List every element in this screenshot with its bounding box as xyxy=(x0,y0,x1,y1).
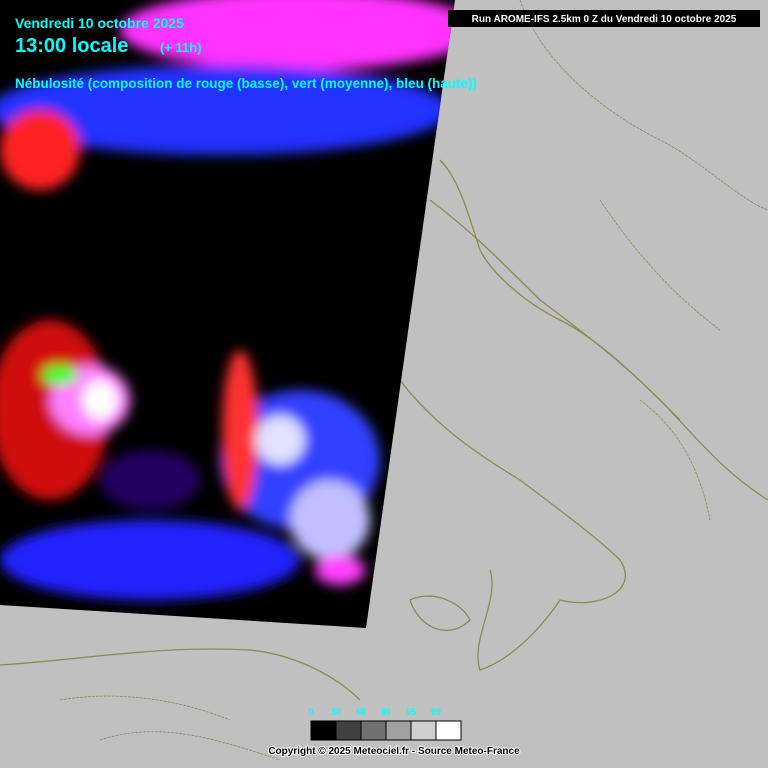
copyright: Copyright © 2025 Meteociel.fr - Source M… xyxy=(268,746,520,757)
date: Vendredi 10 octobre 2025 xyxy=(15,15,184,31)
legend-label: 95 xyxy=(406,707,416,717)
description: Nébulosité (composition de rouge (basse)… xyxy=(15,76,477,91)
cloud-field xyxy=(0,0,455,600)
legend-label: 90 xyxy=(381,707,391,717)
swatch xyxy=(410,720,437,741)
swatch xyxy=(435,720,462,741)
swatch xyxy=(310,720,337,741)
swatch xyxy=(335,720,362,741)
swatch xyxy=(360,720,387,741)
legend-label: 30 xyxy=(331,707,341,717)
legend: 0 30 60 90 95 99 Copyright © 2025 Meteoc… xyxy=(267,707,521,758)
legend-label: 60 xyxy=(356,707,366,717)
run-box xyxy=(448,10,760,27)
swatch xyxy=(385,720,412,741)
labels: Vendredi 10 octobre 2025 13:00 locale (+… xyxy=(15,10,760,91)
offset: (+ 11h) xyxy=(160,40,202,55)
legend-label: 0 xyxy=(308,707,313,717)
run-info: Run AROME-IFS 2.5km 0 Z du Vendredi 10 o… xyxy=(472,14,737,25)
legend-label: 99 xyxy=(431,707,441,717)
time: 13:00 locale xyxy=(15,35,128,57)
